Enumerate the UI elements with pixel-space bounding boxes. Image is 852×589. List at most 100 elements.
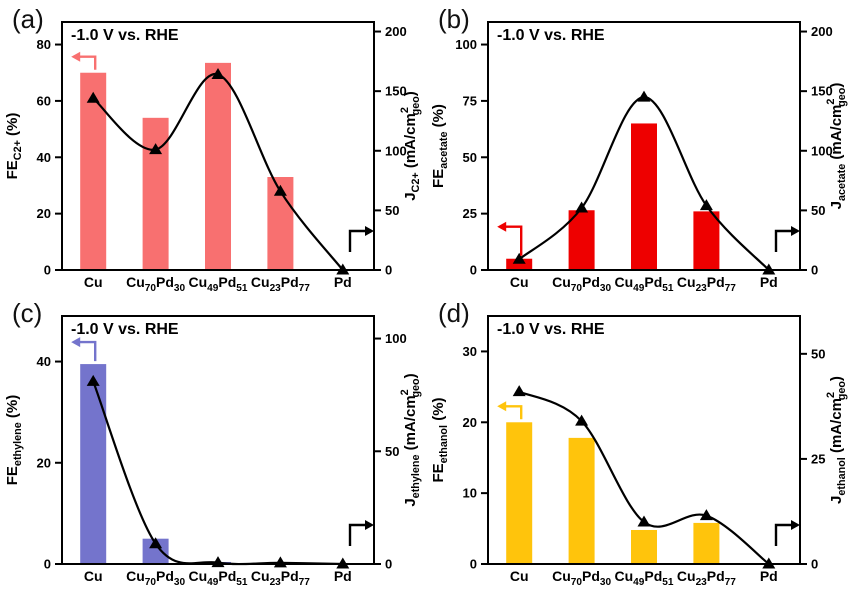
plot-border bbox=[61, 21, 375, 271]
data-point-marker-Cu bbox=[86, 91, 100, 103]
panel-annotation: -1.0 V vs. RHE bbox=[71, 27, 179, 44]
right-axis-label: Jethylene (mA/cm2geo) bbox=[399, 373, 422, 506]
left-tick-label: 50 bbox=[463, 150, 477, 165]
right-tick-label: 0 bbox=[385, 557, 392, 572]
left-tick-label: 0 bbox=[44, 557, 51, 572]
bar-Cu bbox=[80, 72, 107, 271]
line-series bbox=[92, 380, 343, 566]
right-tick-label: 200 bbox=[385, 24, 407, 39]
right-axis-label: Jacetate (mA/cm2geo) bbox=[825, 83, 848, 210]
x-category-label: Cu23Pd77 bbox=[251, 568, 310, 588]
right-tick-label: 50 bbox=[385, 203, 399, 218]
x-category-label: Pd bbox=[334, 274, 352, 290]
left-tick-label: 20 bbox=[37, 206, 51, 221]
left-axis-arrowhead-icon bbox=[71, 51, 81, 62]
data-point-marker-Cu49Pd51 bbox=[211, 67, 225, 79]
bar-Cu bbox=[506, 258, 533, 270]
bar-Cu bbox=[80, 364, 107, 564]
bar-Cu bbox=[506, 422, 533, 564]
right-tick-label: 0 bbox=[811, 263, 818, 278]
left-tick-label: 100 bbox=[455, 37, 477, 52]
x-category-label: Cu70Pd30 bbox=[126, 568, 185, 588]
left-tick-label: 0 bbox=[44, 263, 51, 278]
right-tick-label: 0 bbox=[385, 263, 392, 278]
panel-c: (c) 0 20 40 0 50 100 Cu Cu70Pd30 Cu49Pd51 Cu23Pd7… bbox=[0, 294, 426, 588]
bar-Cu49Pd51 bbox=[631, 123, 657, 270]
x-category-label: Pd bbox=[760, 568, 778, 584]
left-axis-arrow bbox=[505, 405, 523, 420]
x-category-label: Cu49Pd51 bbox=[615, 274, 674, 294]
x-category-label: Cu bbox=[84, 274, 103, 290]
right-axis-arrow bbox=[774, 523, 793, 546]
data-point-marker-Cu23Pd77 bbox=[273, 184, 287, 196]
bar-Cu70Pd30 bbox=[568, 437, 595, 564]
x-category-label: Pd bbox=[760, 274, 778, 290]
x-category-label: Cu bbox=[510, 568, 529, 584]
left-tick-label: 10 bbox=[463, 486, 477, 501]
x-category-label: Cu70Pd30 bbox=[126, 274, 185, 294]
x-category-label: Pd bbox=[334, 568, 352, 584]
bar-Cu70Pd30 bbox=[142, 117, 169, 271]
left-axis-arrowhead-icon bbox=[71, 337, 81, 348]
panel-a-chart: 0 20 40 60 80 0 50 100 150 200 Cu Cu70Pd30 Cu49Pd51 C… bbox=[4, 21, 422, 294]
x-category-label: Cu bbox=[84, 568, 103, 584]
left-tick-label: 25 bbox=[463, 206, 477, 221]
panel-c-chart: 0 20 40 0 50 100 Cu Cu70Pd30 Cu49Pd51 Cu23Pd77 Pd F… bbox=[4, 315, 422, 588]
right-tick-label: 50 bbox=[811, 346, 825, 361]
x-category-label: Cu70Pd30 bbox=[552, 274, 611, 294]
right-tick-label: 100 bbox=[385, 331, 407, 346]
bar-Cu70Pd30 bbox=[568, 210, 595, 270]
bar-Cu23Pd77 bbox=[693, 522, 720, 564]
left-tick-label: 75 bbox=[463, 93, 477, 108]
plot-border bbox=[487, 21, 801, 271]
x-category-label: Cu23Pd77 bbox=[251, 274, 310, 294]
data-point-marker-Cu49Pd51 bbox=[637, 90, 651, 102]
panel-annotation: -1.0 V vs. RHE bbox=[71, 321, 179, 338]
right-tick-label: 150 bbox=[385, 84, 407, 99]
left-tick-label: 80 bbox=[37, 37, 51, 52]
plot-border bbox=[487, 315, 801, 565]
left-axis-label: FEacetate (%) bbox=[430, 104, 450, 188]
panel-d-chart: 0 10 20 30 0 25 50 Cu Cu70Pd30 Cu49Pd51 Cu23Pd77 Pd… bbox=[430, 315, 848, 588]
panel-letter-d: (d) bbox=[438, 298, 470, 328]
right-tick-label: 50 bbox=[385, 444, 399, 459]
right-tick-label: 100 bbox=[811, 143, 833, 158]
right-tick-label: 25 bbox=[811, 451, 825, 466]
left-axis-arrow bbox=[79, 340, 97, 362]
left-axis-arrowhead-icon bbox=[497, 221, 507, 232]
data-point-marker-Cu23Pd77 bbox=[699, 509, 713, 521]
right-tick-label: 100 bbox=[385, 143, 407, 158]
panel-b-chart: 0 25 50 75 100 0 50 100 150 200 Cu Cu70Pd30 Cu49Pd51… bbox=[430, 21, 848, 294]
left-axis-label: FEethylene (%) bbox=[4, 395, 24, 485]
x-category-label: Cu70Pd30 bbox=[552, 568, 611, 588]
panel-annotation: -1.0 V vs. RHE bbox=[497, 321, 605, 338]
left-tick-label: 0 bbox=[470, 557, 477, 572]
x-category-label: Cu49Pd51 bbox=[189, 274, 248, 294]
left-tick-label: 20 bbox=[463, 415, 477, 430]
left-tick-label: 40 bbox=[37, 150, 51, 165]
right-tick-label: 50 bbox=[811, 203, 825, 218]
x-category-label: Cu49Pd51 bbox=[189, 568, 248, 588]
x-category-label: Cu23Pd77 bbox=[677, 274, 736, 294]
left-axis-label: FEC2+ (%) bbox=[4, 113, 24, 180]
left-tick-label: 30 bbox=[463, 344, 477, 359]
right-tick-label: 200 bbox=[811, 24, 833, 39]
data-point-marker-Cu23Pd77 bbox=[699, 199, 713, 211]
left-tick-label: 40 bbox=[37, 354, 51, 369]
panel-letter-a: (a) bbox=[12, 4, 44, 34]
right-axis-arrowhead-icon bbox=[365, 226, 374, 236]
right-axis-label: JC2+ (mA/cm2geo) bbox=[399, 91, 422, 201]
right-axis-arrow bbox=[774, 229, 793, 252]
panel-a: (a) 0 20 40 60 80 0 50 100 150 200 Cu Cu70Pd30 Cu49P… bbox=[0, 0, 426, 294]
bar-Cu49Pd51 bbox=[205, 62, 231, 271]
left-axis-arrowhead-icon bbox=[497, 401, 507, 412]
x-category-label: Cu bbox=[510, 274, 529, 290]
panel-letter-c: (c) bbox=[12, 298, 43, 328]
data-point-marker-Cu49Pd51 bbox=[637, 515, 651, 527]
left-axis-arrow bbox=[505, 225, 523, 256]
data-point-marker-Cu70Pd30 bbox=[575, 201, 589, 213]
bar-Cu23Pd77 bbox=[693, 211, 720, 270]
left-tick-label: 20 bbox=[37, 455, 51, 470]
data-point-marker-Cu70Pd30 bbox=[149, 143, 163, 155]
